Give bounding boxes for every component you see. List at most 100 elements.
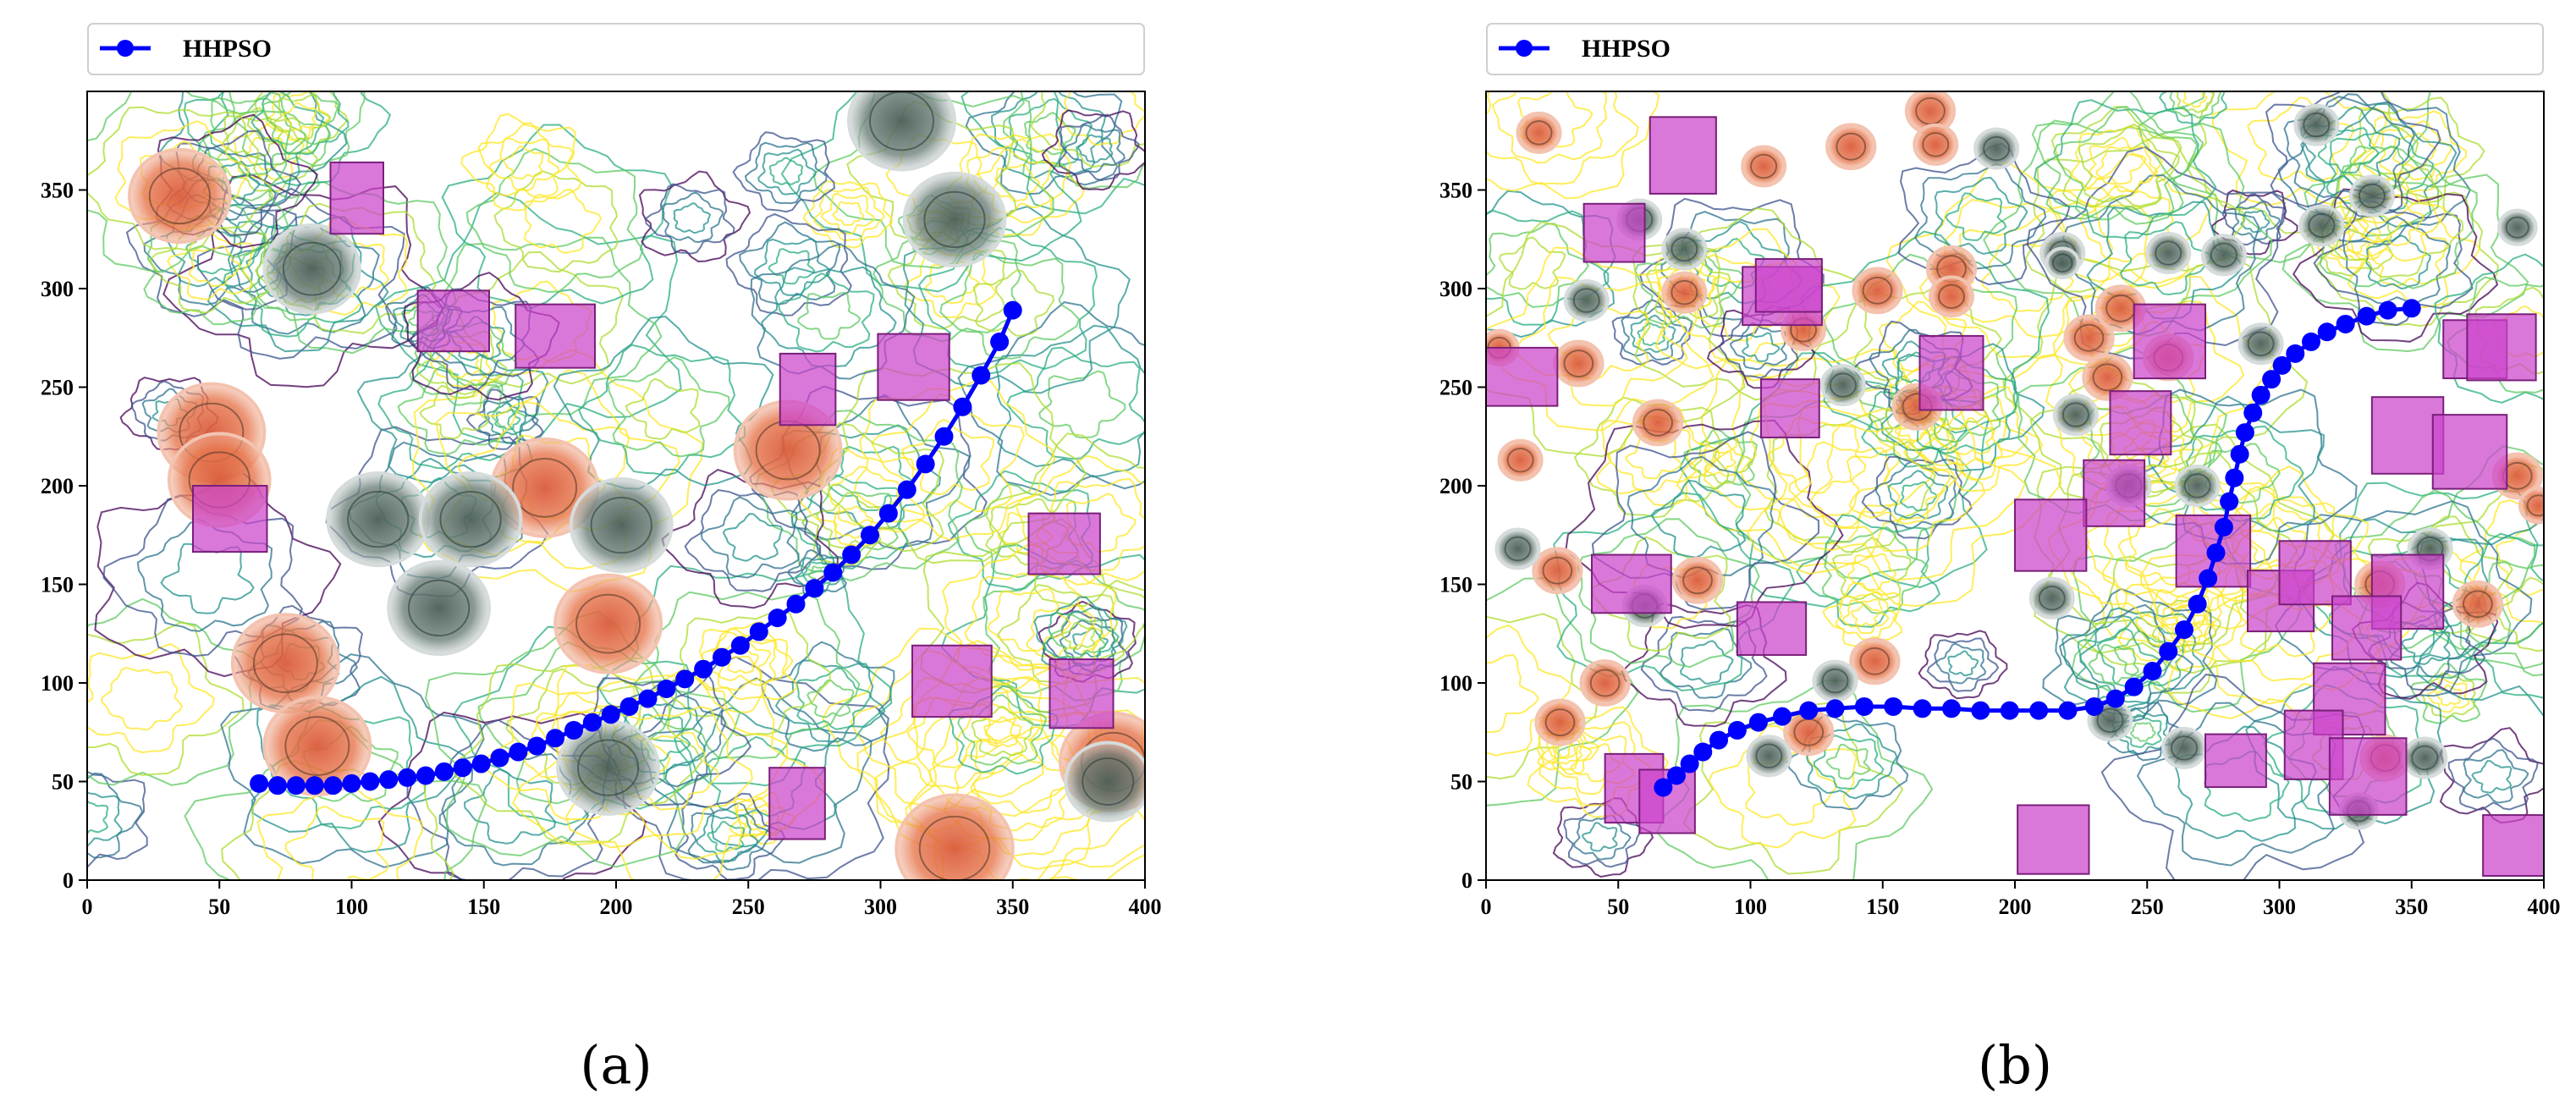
contour-line [1897,142,2071,286]
contour-line [2031,91,2204,225]
y-ticks: 0 50 100 150 200 250 300 350 [41,179,87,893]
contour-line [503,145,544,180]
contour-line [460,113,582,212]
path-point [1693,742,1713,762]
threat-zone-red [1849,637,1901,685]
contour-line [1486,190,1616,339]
path-point [564,720,583,740]
path-point [2214,517,2233,537]
y-tick-label: 50 [52,770,74,795]
contour-line [2360,194,2425,246]
contour-line [732,131,836,213]
contour-line [700,496,800,579]
contour-line [2186,91,2419,234]
contour-line [477,122,575,199]
x-tick-label: 100 [1734,895,1767,919]
y-tick-label: 250 [1439,376,1472,400]
contour-line [901,418,995,496]
threat-zone-contour [1504,536,1532,562]
threat-zone-contour [2526,494,2544,517]
threat-zone-contour [575,593,641,654]
threat-zone-gray [2045,246,2080,279]
contour-line [410,288,540,391]
contour-line [917,227,1098,375]
contour-line [1899,481,1938,512]
contour-line [1983,119,2273,337]
threat-zone-contour [2096,707,2124,734]
contour-line [2365,234,2431,290]
path-point [916,454,935,474]
contour-line [2029,366,2196,504]
path-point [953,397,972,416]
path-point [805,579,824,598]
obstacle-box [1486,346,1559,407]
contour-line [403,272,560,401]
threat-zone-gray [2200,234,2247,277]
contour-line [1919,394,2028,481]
contour-line [1514,276,1688,407]
contour-line [753,238,831,296]
x-tick-label: 150 [1866,895,1899,919]
contour-line [2176,91,2215,113]
threat-zone-contour [2411,745,2439,771]
legend-label: HHPSO [1582,35,1671,63]
path-point [861,526,879,545]
contour-line [2042,603,2194,724]
legend-box [1486,23,2544,75]
path-point [250,773,269,793]
contour-line [971,705,1034,757]
path-point [546,729,565,748]
obstacle-box [2431,414,2508,490]
path-point [1709,730,1728,750]
path-point [1825,699,1845,718]
contour-line [1814,735,1885,790]
obstacle-box [2017,804,2090,875]
obstacle-box [2204,733,2267,789]
threat-zone-red [1852,267,1903,315]
contour-line [815,492,887,549]
threat-zone-contour [1572,288,1600,313]
contour-line [222,107,284,158]
contour-line [972,269,1055,337]
path-point [527,736,547,756]
obstacle-box [1760,378,1820,438]
path-point [379,770,399,790]
path-point [694,659,713,679]
path-point [2206,543,2226,563]
x-tick-label: 300 [2263,895,2296,919]
x-tick-label: 100 [335,895,368,919]
contour-line [511,655,827,880]
threat-zone-gray [1064,740,1145,823]
contour-line [1874,460,1957,530]
threat-zone-gray [2237,322,2284,366]
contour-line [722,513,784,562]
contour-line [850,649,1044,812]
series-hhpso [1654,299,2421,797]
path-point [2243,403,2263,422]
contour-line [1050,614,1107,659]
threat-zone-red [1534,698,1586,746]
path-point [361,772,380,791]
path-point [2272,355,2292,375]
threat-zone-red [1913,123,1959,166]
contour-line [2182,91,2209,108]
contour-line [2221,193,2287,246]
contour-line [284,805,389,880]
x-ticks: 0 50 100 150 200 250 300 350 400 [82,880,1162,919]
contour-line [2434,253,2544,404]
obstacle-box [1736,601,1808,656]
threat-zone-gray [2161,726,2207,769]
contour-line [494,409,521,431]
threat-zone-gray [2052,394,2099,437]
path-point [434,762,454,781]
obstacle-box [1049,658,1115,729]
contour-line [1061,621,1096,651]
obstacle-box [2133,303,2206,380]
contour-line [1038,370,1126,439]
path-point [2302,332,2320,351]
contour-line [1595,405,1720,507]
contour-line [487,137,560,191]
threat-zone-contour [512,457,578,518]
contour-line [828,445,915,512]
path-point [2159,641,2178,661]
